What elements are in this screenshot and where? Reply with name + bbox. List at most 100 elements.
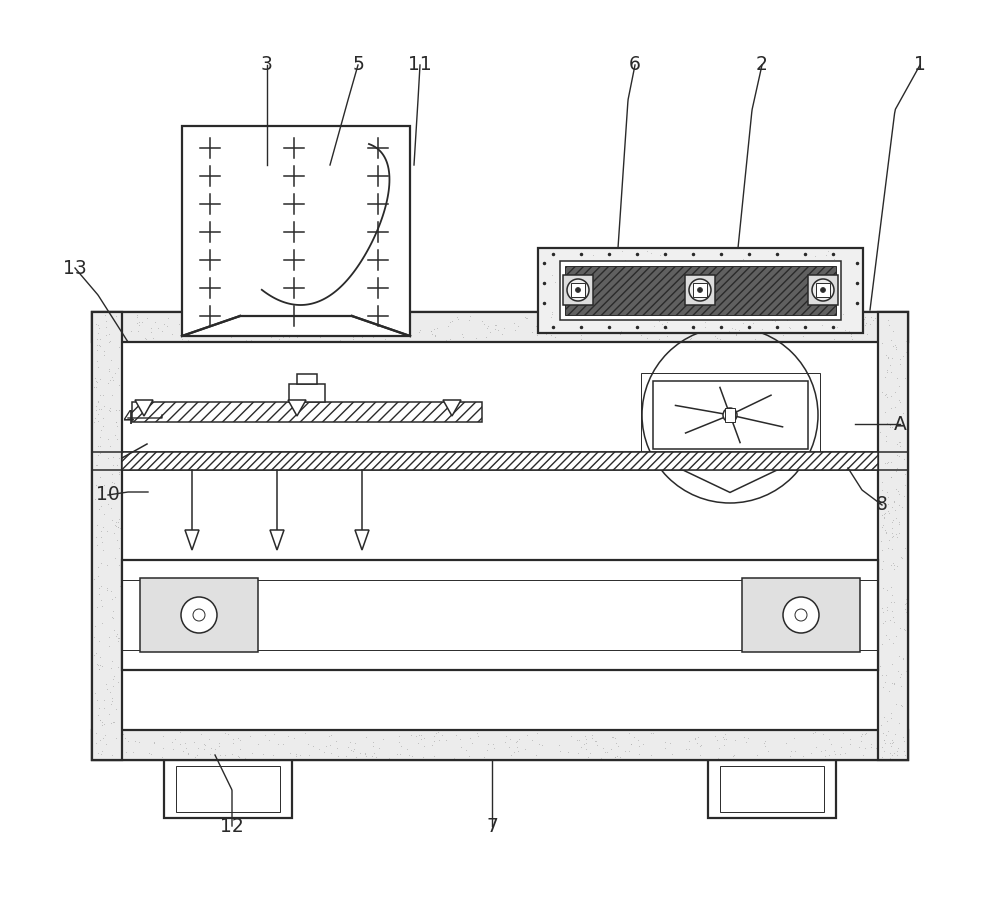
Point [781, 319, 797, 334]
Point [252, 609, 268, 623]
Point [863, 309, 879, 324]
Point [809, 318, 825, 333]
Point [666, 272, 682, 287]
Point [834, 706, 850, 720]
Point [646, 574, 662, 589]
Point [794, 420, 810, 434]
Point [649, 635, 665, 649]
Point [891, 515, 907, 530]
Point [138, 610, 154, 625]
Point [440, 319, 456, 334]
Point [890, 663, 906, 678]
Point [584, 338, 600, 352]
Point [668, 276, 684, 290]
Point [340, 590, 356, 604]
Point [805, 274, 821, 289]
Point [150, 321, 166, 335]
Point [449, 309, 465, 324]
Point [290, 392, 306, 406]
Point [129, 316, 145, 331]
Point [752, 556, 768, 571]
Point [603, 566, 619, 581]
Point [560, 366, 576, 380]
Point [854, 727, 870, 742]
Point [230, 716, 246, 730]
Point [180, 745, 196, 760]
Point [799, 476, 815, 490]
Point [820, 457, 836, 471]
Point [101, 403, 117, 417]
Point [180, 467, 196, 481]
Point [433, 723, 449, 737]
Point [438, 747, 454, 761]
Point [89, 349, 105, 363]
Point [343, 318, 359, 333]
Point [389, 746, 405, 761]
Point [563, 728, 579, 743]
Point [640, 356, 656, 370]
Point [889, 744, 905, 759]
Point [316, 745, 332, 760]
Point [894, 699, 910, 714]
Point [108, 628, 124, 643]
Point [565, 425, 581, 440]
Point [458, 743, 474, 757]
Bar [297, 374, 317, 384]
Point [337, 499, 353, 513]
Point [669, 316, 685, 330]
Point [381, 682, 397, 697]
Point [672, 501, 688, 515]
Point [795, 642, 811, 656]
Point [309, 458, 325, 472]
Point [491, 424, 507, 439]
Point [563, 312, 579, 326]
Point [793, 395, 809, 409]
Point [124, 508, 140, 522]
Point [159, 656, 175, 671]
Point [496, 647, 512, 662]
Point [450, 454, 466, 468]
Point [638, 298, 654, 312]
Point [738, 734, 754, 749]
Point [639, 691, 655, 706]
Point [594, 593, 610, 608]
Point [841, 324, 857, 338]
Point [246, 627, 262, 641]
Point [594, 279, 610, 293]
Point [391, 728, 407, 743]
Point [743, 601, 759, 616]
Point [134, 502, 150, 516]
Point [127, 734, 143, 748]
Point [214, 325, 230, 340]
Point [843, 675, 859, 690]
Text: A: A [894, 414, 906, 433]
Point [795, 329, 811, 343]
Point [652, 663, 668, 678]
Point [589, 302, 605, 316]
Point [323, 382, 339, 396]
Point [888, 748, 904, 762]
Point [494, 345, 510, 360]
Point [196, 495, 212, 510]
Point [818, 247, 834, 262]
Point [719, 289, 735, 304]
Point [106, 314, 122, 328]
Point [318, 695, 334, 709]
Point [283, 641, 299, 655]
Point [669, 279, 685, 293]
Point [296, 709, 312, 724]
Point [111, 369, 127, 384]
Point [391, 735, 407, 750]
Point [456, 445, 472, 459]
Point [696, 282, 712, 297]
Point [757, 734, 773, 748]
Point [88, 478, 104, 493]
Point [846, 566, 862, 581]
Point [570, 621, 586, 636]
Point [573, 681, 589, 695]
Point [95, 388, 111, 403]
Point [498, 584, 514, 599]
Circle shape [723, 408, 737, 422]
Point [100, 749, 116, 763]
Point [196, 352, 212, 367]
